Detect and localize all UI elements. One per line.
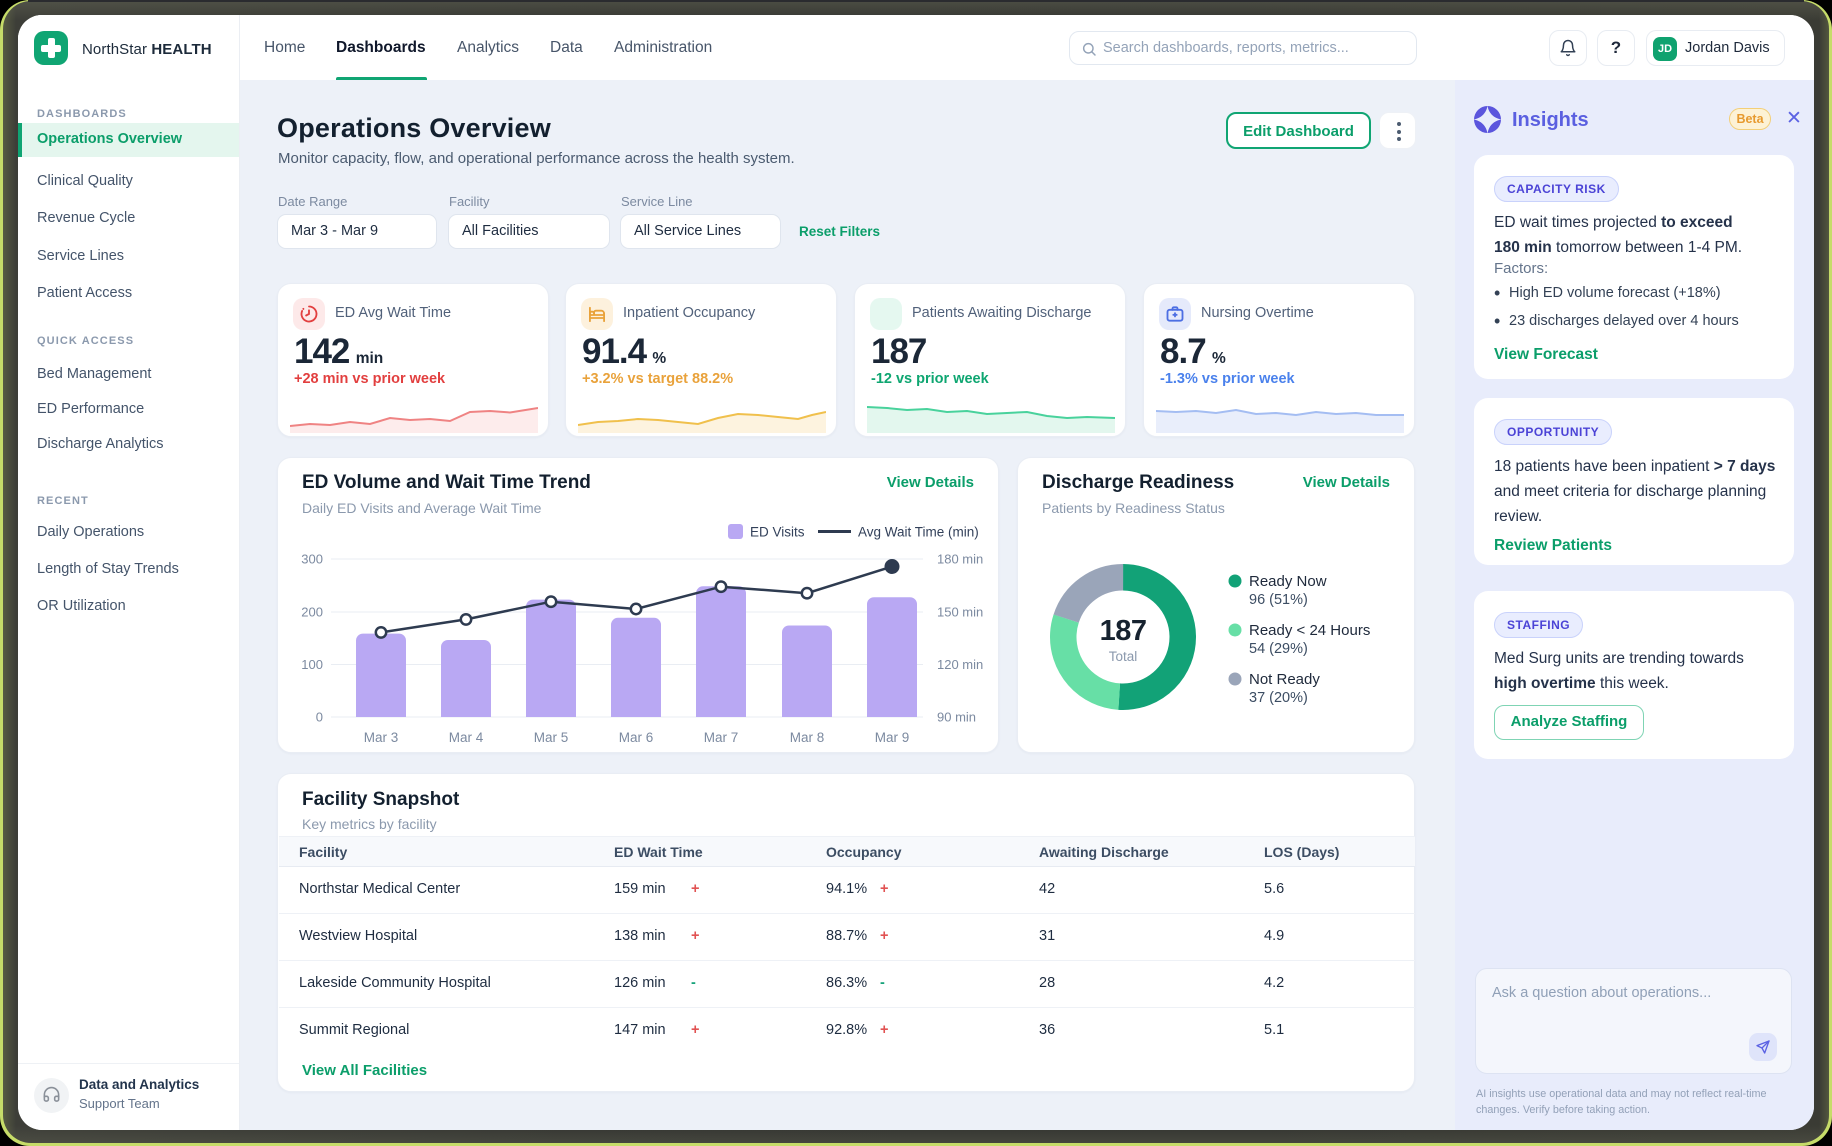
svg-text:Mar 4: Mar 4 [449,730,484,745]
svg-text:Avg Wait Time (min): Avg Wait Time (min) [858,525,979,540]
svg-text:Total: Total [1109,649,1138,664]
svg-text:180 min: 180 min [937,552,983,567]
svg-text:ED Visits: ED Visits [750,525,805,540]
svg-text:Mar 5: Mar 5 [534,730,569,745]
svg-text:0: 0 [316,710,323,725]
svg-text:150 min: 150 min [937,605,983,620]
svg-text:Not Ready: Not Ready [1249,671,1320,688]
svg-text:Ready < 24 Hours: Ready < 24 Hours [1249,622,1370,639]
svg-text:Mar 6: Mar 6 [619,730,654,745]
svg-text:96 (51%): 96 (51%) [1249,592,1308,608]
svg-text:Mar 8: Mar 8 [790,730,825,745]
svg-text:90 min: 90 min [937,710,976,725]
svg-text:Ready Now: Ready Now [1249,573,1327,590]
svg-text:187: 187 [1100,615,1147,647]
svg-text:Mar 9: Mar 9 [875,730,910,745]
svg-text:100: 100 [301,657,323,672]
svg-text:300: 300 [301,552,323,567]
svg-text:Mar 7: Mar 7 [704,730,739,745]
svg-text:37 (20%): 37 (20%) [1249,690,1308,706]
svg-text:200: 200 [301,605,323,620]
svg-text:120 min: 120 min [937,657,983,672]
svg-text:54 (29%): 54 (29%) [1249,641,1308,657]
svg-text:Mar 3: Mar 3 [364,730,399,745]
